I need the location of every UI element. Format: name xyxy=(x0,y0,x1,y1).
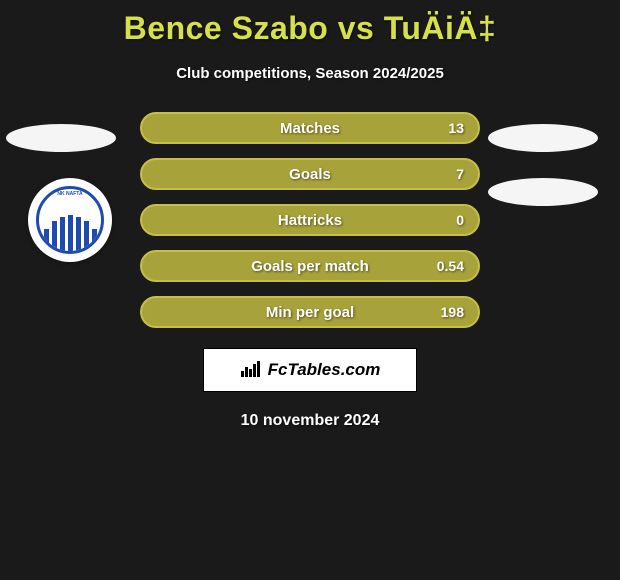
stat-value: 0.54 xyxy=(437,258,464,274)
stat-value: 198 xyxy=(441,304,464,320)
stat-label: Goals xyxy=(289,166,331,183)
stat-row: Matches 13 xyxy=(140,112,480,144)
stat-row: Hattricks 0 xyxy=(140,204,480,236)
player-slot-left xyxy=(6,124,116,152)
stat-label: Goals per match xyxy=(251,258,369,275)
stat-value: 13 xyxy=(448,120,464,136)
player-slot-right-2 xyxy=(488,178,598,206)
watermark: FcTables.com xyxy=(203,348,417,392)
stat-label: Hattricks xyxy=(278,212,342,229)
stat-value: 7 xyxy=(456,166,464,182)
player-slot-right-1 xyxy=(488,124,598,152)
club-badge: NK NAFTA xyxy=(28,178,112,262)
date: 10 november 2024 xyxy=(0,412,620,430)
page-title: Bence Szabo vs TuÄiÄ‡ xyxy=(0,0,620,47)
stat-row: Goals per match 0.54 xyxy=(140,250,480,282)
stat-row: Goals 7 xyxy=(140,158,480,190)
badge-name: NK NAFTA xyxy=(39,191,101,197)
stat-row: Min per goal 198 xyxy=(140,296,480,328)
badge-stripes-icon xyxy=(39,213,101,251)
stat-label: Matches xyxy=(280,120,340,137)
stat-label: Min per goal xyxy=(266,304,354,321)
watermark-text: FcTables.com xyxy=(268,360,381,380)
stat-value: 0 xyxy=(456,212,464,228)
bars-icon xyxy=(240,361,262,379)
subtitle: Club competitions, Season 2024/2025 xyxy=(0,65,620,82)
